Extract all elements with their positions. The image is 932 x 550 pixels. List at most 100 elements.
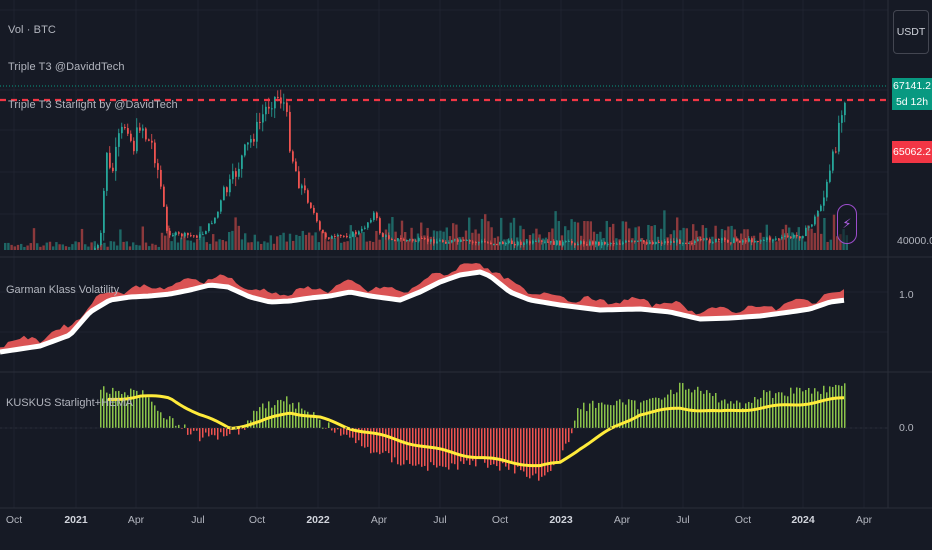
oscillator-bar (568, 428, 570, 443)
candle-body (784, 235, 786, 237)
oscillator-bar (229, 428, 231, 435)
volume-bar (295, 234, 298, 250)
candle-body (115, 146, 117, 172)
oscillator-bar (667, 394, 669, 428)
volume-bar (362, 232, 365, 250)
legend-triple-t3-starlight[interactable]: Triple T3 Starlight by @DavidTech⁣ (8, 99, 178, 111)
oscillator-bar (745, 403, 747, 428)
candle-body (121, 126, 123, 134)
candle-body (799, 236, 801, 239)
oscillator-bar (457, 428, 459, 470)
candle-body (649, 242, 651, 244)
oscillator-bar (757, 399, 759, 428)
candle-body (346, 235, 348, 238)
candle-body (160, 169, 162, 187)
candle-body (304, 185, 306, 191)
oscillator-bar (664, 397, 666, 428)
oscillator-bar (682, 383, 684, 428)
oscillator-bar (307, 411, 309, 428)
oscillator-bar (808, 387, 810, 428)
volume-bar (749, 239, 752, 250)
oscillator-bar (193, 428, 195, 431)
volume-bar (170, 241, 173, 250)
candle-body (274, 96, 276, 109)
candle-body (706, 238, 708, 240)
volume-bar (573, 221, 576, 250)
oscillator-bar (136, 390, 138, 428)
candle-body (694, 241, 696, 244)
candle-body (520, 241, 522, 246)
oscillator-bar (130, 388, 132, 428)
oscillator-bar (304, 410, 306, 428)
volume-bar (538, 234, 541, 250)
volume-bar (186, 240, 189, 250)
oscillator-bar (550, 428, 552, 471)
candle-body (361, 228, 363, 232)
legend-volume[interactable]: Vol · BTC (8, 24, 56, 36)
oscillator-bar (409, 428, 411, 464)
candle-body (838, 122, 840, 152)
oscillator-bar (166, 419, 168, 428)
volume-bar (7, 242, 10, 250)
lightning-icon[interactable]: ⚡ (837, 204, 857, 244)
candle-body (169, 230, 171, 236)
oscillator-bar (769, 390, 771, 428)
volume-bar (807, 225, 810, 250)
candle-body (805, 227, 807, 237)
volume-bar (621, 221, 624, 250)
candle-body (739, 240, 741, 243)
candle-body (562, 241, 564, 246)
oscillator-bar (784, 395, 786, 428)
volume-bar (58, 244, 61, 250)
volume-bar (304, 234, 308, 250)
oscillator-bar (577, 408, 579, 428)
oscillator-bar (733, 403, 735, 428)
candle-body (397, 238, 399, 241)
volume-bar (653, 225, 656, 250)
volume-bar (301, 230, 304, 250)
oscillator-bar (112, 387, 114, 428)
volume-bar (317, 242, 320, 250)
volume-bar (260, 243, 263, 250)
volume-bar (480, 218, 484, 250)
volume-bar (196, 238, 199, 250)
oscillator-bar (385, 428, 387, 452)
oscillator-bar (751, 402, 753, 428)
candle-body (328, 237, 330, 239)
oscillator-bar (223, 428, 225, 437)
volume-bar (32, 228, 36, 250)
volume-bar (292, 240, 295, 250)
volume-bar (682, 227, 685, 250)
candle-body (679, 239, 681, 244)
candle-body (793, 235, 795, 238)
volume-bar (752, 235, 756, 250)
candle-body (451, 240, 453, 243)
volume-bar (589, 221, 592, 250)
volume-bar (336, 234, 340, 250)
candle-body (313, 207, 315, 213)
oscillator-bar (478, 428, 480, 459)
oscillator-bar (388, 428, 390, 454)
volume-bar (608, 227, 612, 250)
volume-bar (183, 233, 186, 250)
oscillator-bar (103, 386, 105, 428)
candle-body (415, 240, 417, 242)
candle-body (226, 187, 228, 193)
oscillator-bar (160, 412, 162, 428)
legend-triple-t3[interactable]: Triple T3 @DaviddTech (8, 61, 125, 73)
candle-body (550, 241, 552, 243)
volatility-pane-title[interactable]: Garman Klass Volatility (6, 284, 120, 296)
oscillator-bar (445, 428, 447, 468)
volume-bar (375, 230, 378, 250)
volume-bar (135, 244, 138, 250)
candle-body (742, 240, 744, 243)
currency-button[interactable]: USDT (893, 10, 929, 54)
oscillator-bar (196, 428, 198, 431)
volume-bar (269, 235, 272, 250)
volume-bar (762, 236, 765, 250)
candle-body (310, 202, 312, 208)
candle-body (385, 235, 387, 237)
oscillator-pane-title[interactable]: KUSKUS Starlight+HEMA (6, 397, 133, 409)
